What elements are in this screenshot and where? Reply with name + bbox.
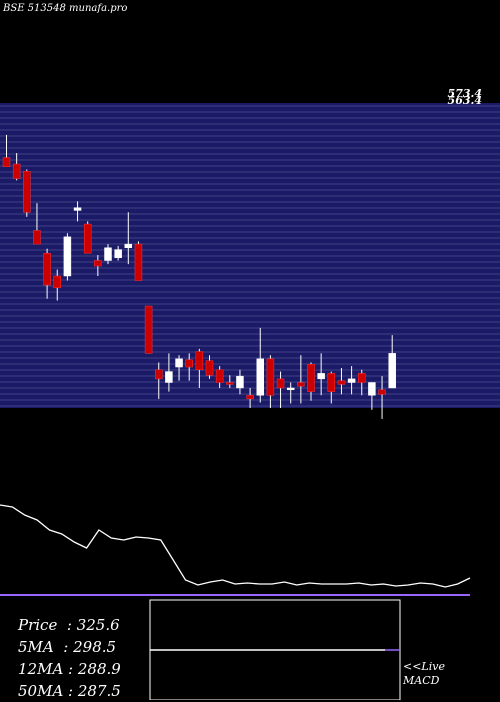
candle-down <box>134 243 143 281</box>
macd-name-label: MACD <box>403 674 440 687</box>
ma5-row: 5MA : 298.5 <box>18 638 117 656</box>
ma5-label: 5MA <box>18 638 54 656</box>
candle-up <box>63 236 72 277</box>
site-name: munafa.pro <box>69 3 128 14</box>
ma12-label: 12MA <box>18 660 64 678</box>
candle-up <box>114 249 122 259</box>
candle-down <box>83 223 92 254</box>
candle-down <box>185 359 193 368</box>
candle-down <box>266 358 275 396</box>
ma50-value: 287.5 <box>77 682 121 700</box>
ma12-value: 288.9 <box>77 660 121 678</box>
candle-down <box>215 369 224 383</box>
candle-up <box>165 371 173 383</box>
candle-down <box>155 369 163 380</box>
candle-down <box>337 380 346 385</box>
candle-up <box>286 387 295 391</box>
ma50-row: 50MA : 287.5 <box>18 682 121 700</box>
candle-down <box>246 395 254 400</box>
candle-down <box>378 389 386 395</box>
price-grid <box>0 105 500 407</box>
candle-down <box>53 275 61 289</box>
candlestick-series <box>2 134 396 419</box>
macd-label: <<Live MACD <box>403 660 445 688</box>
candle-up <box>317 373 325 380</box>
candle-up <box>368 382 376 396</box>
candle-down <box>2 157 11 167</box>
candle-up <box>236 375 244 389</box>
candle-down <box>33 230 41 245</box>
ma50-label: 50MA <box>18 682 64 700</box>
price-label: Price <box>18 616 58 634</box>
price-band <box>0 103 500 408</box>
price-label: 563.4 <box>448 94 482 107</box>
ticker-symbol: BSE 513548 <box>3 3 66 14</box>
macd-live-label: <<Live <box>403 660 445 673</box>
candle-up <box>388 353 396 389</box>
candle-down <box>43 252 51 286</box>
candle-up <box>73 207 82 211</box>
stats-panel: Price : 325.6 5MA : 298.5 12MA : 288.9 5… <box>18 614 121 702</box>
candle-up <box>256 358 264 396</box>
candle-down <box>358 373 366 383</box>
candle-down <box>195 351 204 371</box>
ticker-title: BSE 513548 munafa.pro <box>3 3 127 14</box>
ma5-value: 298.5 <box>73 638 117 656</box>
candle-up <box>124 243 133 249</box>
candle-up <box>347 378 356 383</box>
macd-panel <box>149 599 401 700</box>
candle-down <box>307 364 315 392</box>
candle-down <box>297 382 305 387</box>
price-value: 325.6 <box>76 616 120 634</box>
candle-down <box>327 373 336 392</box>
candle-up <box>175 358 183 368</box>
indicator-line <box>0 504 471 588</box>
price-row: Price : 325.6 <box>18 616 120 634</box>
candle-down <box>23 171 31 213</box>
indicator-panel <box>0 504 471 596</box>
price-label: 573.4 <box>448 87 482 100</box>
ma12-row: 12MA : 288.9 <box>18 660 121 678</box>
candle-down <box>94 260 102 267</box>
candle-down <box>226 382 234 385</box>
candle-down <box>144 305 153 354</box>
candle-down <box>205 360 214 376</box>
candle-down <box>276 378 285 389</box>
candle-up <box>104 247 112 261</box>
candle-down <box>12 163 21 179</box>
